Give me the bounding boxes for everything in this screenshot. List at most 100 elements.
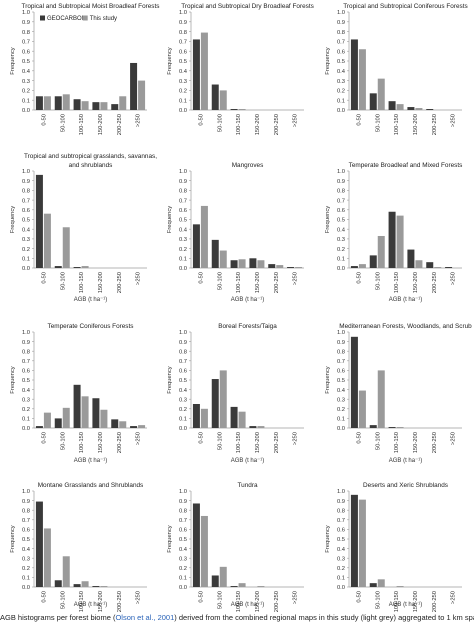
bar-geocarbon: [287, 267, 295, 268]
y-tick-label: 0.6: [337, 528, 345, 534]
bar-geocarbon: [268, 264, 276, 268]
x-tick-label: 0-50: [41, 272, 47, 284]
y-tick-label: 0.6: [22, 369, 30, 375]
chart-panel-4: Tropical and subtropical grasslands, sav…: [10, 153, 157, 303]
x-tick-label: 150-200: [255, 114, 261, 135]
x-tick-label: 100-150: [79, 272, 85, 293]
bar-geocarbon: [211, 379, 219, 428]
bar-this-study: [200, 408, 208, 428]
chart-title: Tundra: [237, 482, 257, 489]
legend-label: This study: [90, 16, 117, 22]
citation-link[interactable]: Olson et al., 2001: [115, 613, 175, 622]
bar-this-study: [62, 227, 70, 268]
bar-this-study: [257, 260, 265, 268]
x-tick-label: 100-150: [394, 114, 400, 135]
x-tick-label: 150-200: [98, 591, 104, 612]
y-tick-label: 0.0: [22, 585, 30, 591]
x-tick-label: >250: [136, 432, 142, 445]
y-tick-label: 0.9: [22, 340, 30, 346]
y-tick-label: 0.3: [179, 79, 187, 85]
y-tick-label: 1.0: [22, 330, 30, 336]
y-axis-label: Frequency: [10, 206, 16, 233]
y-tick-label: 0.3: [22, 397, 30, 403]
bar-geocarbon: [192, 39, 200, 110]
y-tick-label: 0.7: [22, 359, 30, 365]
chart-panel-7: Temperate Coniferous Forests 0.0 0.1 0.2 0.3…: [10, 323, 147, 464]
bar-this-study: [377, 579, 385, 587]
x-tick-label: 100-150: [236, 114, 242, 135]
bar-geocarbon: [111, 419, 119, 428]
y-tick-label: 1.0: [22, 10, 30, 16]
bar-this-study: [238, 583, 246, 587]
bar-geocarbon: [192, 224, 200, 268]
chart-panel-1: Tropical and Subtropical Moist Broadleaf…: [10, 3, 159, 135]
y-tick-label: 0.6: [22, 49, 30, 55]
y-tick-label: 0.3: [179, 237, 187, 243]
bar-geocarbon: [35, 501, 43, 587]
bar-geocarbon: [407, 107, 415, 110]
bar-this-study: [81, 396, 89, 428]
y-tick-label: 0.4: [179, 227, 188, 233]
y-tick-label: 0.4: [337, 547, 346, 553]
x-axis-label: AGB (t ha⁻¹): [389, 458, 423, 464]
x-tick-label: 200-250: [117, 272, 123, 293]
y-tick-label: 0.3: [337, 79, 345, 85]
x-tick-label: 150-200: [255, 272, 261, 293]
y-tick-label: 0.9: [337, 499, 345, 505]
x-tick-label: 100-150: [236, 432, 242, 453]
bar-geocarbon: [35, 426, 43, 428]
bar-geocarbon: [445, 267, 453, 268]
bar-this-study: [358, 390, 366, 428]
x-tick-label: 50-100: [375, 432, 381, 450]
y-tick-label: 0.7: [22, 40, 30, 46]
bar-this-study: [43, 412, 51, 428]
y-tick-label: 0.3: [337, 397, 345, 403]
y-axis-label: Frequency: [167, 525, 173, 552]
y-tick-label: 0.8: [337, 189, 345, 195]
y-axis-label: Frequency: [10, 366, 16, 393]
chart-title: Temperate Coniferous Forests: [48, 323, 134, 330]
y-tick-label: 0.8: [179, 189, 187, 195]
x-tick-label: 0-50: [41, 114, 47, 126]
y-tick-label: 0.2: [179, 89, 187, 95]
x-tick-label: 150-200: [255, 591, 261, 612]
x-tick-label: >250: [451, 432, 457, 445]
y-tick-label: 0.5: [22, 378, 30, 384]
bar-geocarbon: [249, 258, 257, 268]
y-tick-label: 0.6: [337, 369, 345, 375]
x-tick-label: 150-200: [98, 114, 104, 135]
bar-this-study: [219, 90, 227, 110]
y-tick-label: 0.7: [337, 40, 345, 46]
chart-title: Boreal Forests/Taiga: [218, 323, 277, 330]
y-tick-label: 0.8: [179, 508, 187, 514]
x-tick-label: 150-200: [98, 272, 104, 293]
y-tick-label: 0.2: [179, 566, 187, 572]
y-tick-label: 1.0: [337, 330, 345, 336]
chart-title: Montane Grasslands and Shrublands: [38, 482, 144, 489]
y-tick-label: 0.2: [179, 407, 187, 413]
y-tick-label: 0.9: [179, 179, 187, 185]
y-tick-label: 0.6: [179, 528, 187, 534]
bar-this-study: [396, 427, 404, 428]
bar-this-study: [257, 426, 265, 428]
bar-geocarbon: [230, 586, 238, 587]
x-tick-label: 200-250: [117, 114, 123, 135]
x-tick-label: >250: [293, 591, 299, 604]
y-tick-label: 0.8: [22, 349, 30, 355]
bar-geocarbon: [369, 583, 377, 587]
y-tick-label: 0.1: [337, 257, 345, 263]
x-tick-label: 200-250: [117, 591, 123, 612]
bar-geocarbon: [388, 427, 396, 428]
legend-swatch-this-study: [82, 15, 88, 21]
x-tick-label: 150-200: [255, 432, 261, 453]
bar-geocarbon: [350, 494, 358, 587]
bar-geocarbon: [388, 211, 396, 268]
x-tick-label: >250: [293, 114, 299, 127]
y-tick-label: 0.9: [22, 179, 30, 185]
y-axis-label: Frequency: [325, 206, 331, 233]
bar-geocarbon: [230, 260, 238, 268]
y-tick-label: 0.4: [179, 388, 188, 394]
x-axis-label: AGB (t ha⁻¹): [389, 297, 423, 303]
y-tick-label: 0.1: [179, 576, 187, 582]
x-axis-label: AGB (t ha⁻¹): [231, 602, 265, 608]
